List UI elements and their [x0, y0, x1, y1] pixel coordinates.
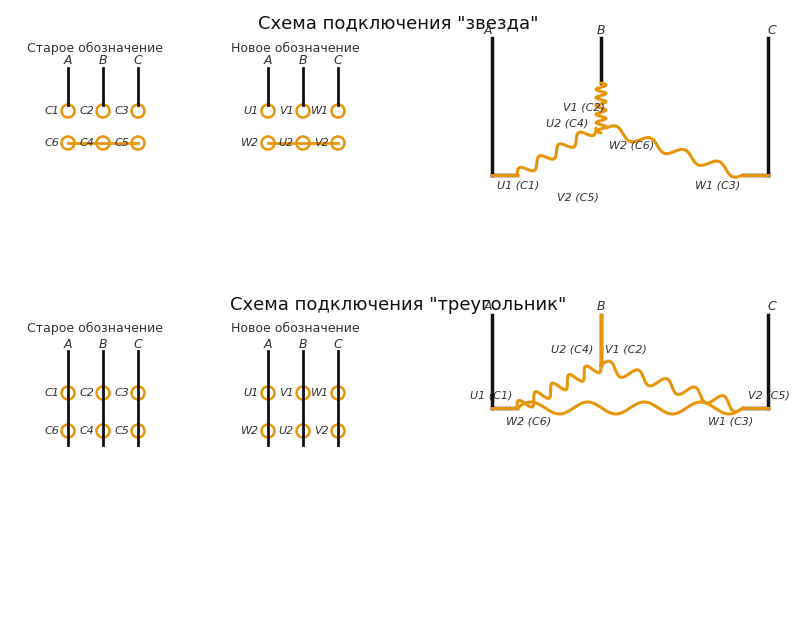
- Text: C3: C3: [114, 106, 129, 116]
- Text: B: B: [597, 300, 605, 313]
- Text: C3: C3: [114, 388, 129, 398]
- Text: C2: C2: [79, 106, 94, 116]
- Text: C2: C2: [79, 388, 94, 398]
- Text: U2: U2: [279, 138, 294, 148]
- Text: W1 (C3): W1 (C3): [708, 417, 754, 427]
- Text: C1: C1: [44, 388, 59, 398]
- Text: C: C: [334, 54, 342, 67]
- Text: V1: V1: [279, 388, 294, 398]
- Text: V2: V2: [314, 138, 329, 148]
- Text: A: A: [64, 54, 72, 67]
- Text: A: A: [484, 300, 492, 313]
- Text: A: A: [263, 54, 272, 67]
- Text: V2: V2: [314, 426, 329, 436]
- Text: C: C: [767, 300, 776, 313]
- Text: W2 (C6): W2 (C6): [609, 140, 654, 150]
- Text: W1: W1: [311, 388, 329, 398]
- Text: C: C: [334, 338, 342, 351]
- Text: B: B: [298, 54, 307, 67]
- Text: U2: U2: [279, 426, 294, 436]
- Text: U2 (C4): U2 (C4): [546, 118, 588, 128]
- Text: C4: C4: [79, 138, 94, 148]
- Text: B: B: [597, 24, 605, 37]
- Text: A: A: [263, 338, 272, 351]
- Text: W1 (C3): W1 (C3): [695, 180, 740, 190]
- Text: V1 (C2): V1 (C2): [605, 345, 647, 355]
- Text: C: C: [134, 338, 142, 351]
- Text: V1 (C2): V1 (C2): [563, 103, 605, 113]
- Text: B: B: [99, 338, 107, 351]
- Text: Новое обозначение: Новое обозначение: [231, 42, 359, 54]
- Text: C5: C5: [114, 426, 129, 436]
- Text: V2 (C5): V2 (C5): [748, 390, 790, 400]
- Text: C6: C6: [44, 138, 59, 148]
- Text: Новое обозначение: Новое обозначение: [231, 321, 359, 335]
- Text: C4: C4: [79, 426, 94, 436]
- Text: U1 (C1): U1 (C1): [470, 390, 512, 400]
- Text: B: B: [298, 338, 307, 351]
- Text: Схема подключения "звезда": Схема подключения "звезда": [258, 14, 538, 32]
- Text: C: C: [767, 24, 776, 37]
- Text: V1: V1: [279, 106, 294, 116]
- Text: U2 (C4): U2 (C4): [551, 345, 593, 355]
- Text: W2: W2: [241, 426, 259, 436]
- Text: Старое обозначение: Старое обозначение: [27, 321, 163, 335]
- Text: V2 (C5): V2 (C5): [557, 192, 599, 202]
- Text: W2 (C6): W2 (C6): [506, 417, 552, 427]
- Text: B: B: [99, 54, 107, 67]
- Text: A: A: [64, 338, 72, 351]
- Text: U1: U1: [244, 106, 259, 116]
- Text: Старое обозначение: Старое обозначение: [27, 42, 163, 55]
- Text: C5: C5: [114, 138, 129, 148]
- Text: C: C: [134, 54, 142, 67]
- Text: Схема подключения "треугольник": Схема подключения "треугольник": [230, 296, 566, 314]
- Text: W2: W2: [241, 138, 259, 148]
- Text: C1: C1: [44, 106, 59, 116]
- Text: U1: U1: [244, 388, 259, 398]
- Text: C6: C6: [44, 426, 59, 436]
- Text: U1 (C1): U1 (C1): [497, 180, 540, 190]
- Text: W1: W1: [311, 106, 329, 116]
- Text: A: A: [484, 24, 492, 37]
